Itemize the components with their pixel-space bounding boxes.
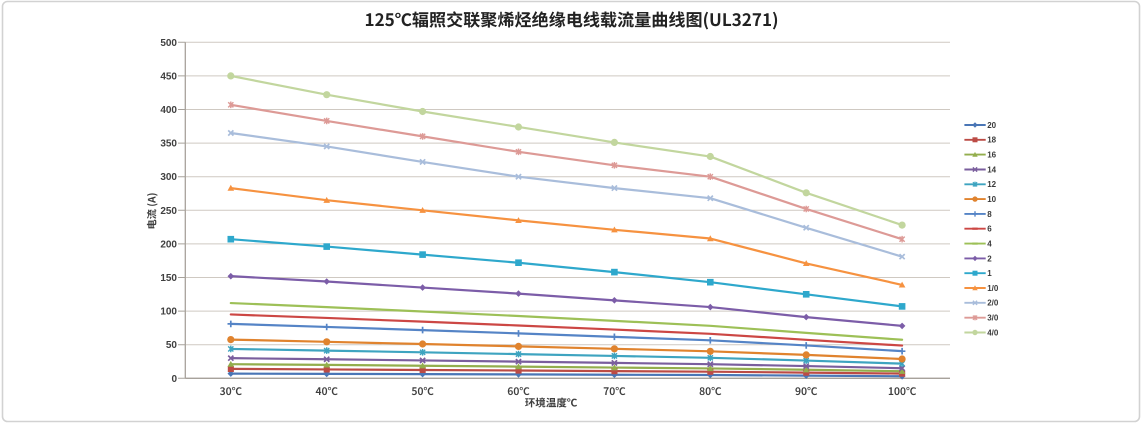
svg-text:4: 4 [987, 240, 992, 249]
svg-text:50: 50 [166, 340, 178, 351]
svg-text:250: 250 [160, 206, 177, 217]
svg-text:10: 10 [987, 195, 996, 204]
svg-text:100: 100 [160, 307, 177, 318]
svg-text:20: 20 [987, 121, 996, 130]
svg-text:8: 8 [987, 210, 992, 219]
svg-text:16: 16 [987, 151, 996, 160]
svg-text:350: 350 [160, 139, 177, 150]
svg-text:2: 2 [987, 254, 992, 263]
svg-text:4/0: 4/0 [987, 328, 999, 337]
svg-text:1/0: 1/0 [987, 284, 999, 293]
svg-text:400: 400 [160, 105, 177, 116]
svg-text:2/0: 2/0 [987, 299, 999, 308]
svg-text:14: 14 [987, 165, 996, 174]
svg-text:450: 450 [160, 71, 177, 82]
svg-text:500: 500 [160, 38, 177, 49]
svg-text:1: 1 [987, 269, 992, 278]
svg-text:150: 150 [160, 273, 177, 284]
svg-text:18: 18 [987, 136, 996, 145]
svg-text:3/0: 3/0 [987, 314, 999, 323]
svg-text:200: 200 [160, 239, 177, 250]
svg-text:300: 300 [160, 172, 177, 183]
svg-text:12: 12 [987, 180, 996, 189]
svg-text:0: 0 [171, 374, 177, 385]
svg-text:6: 6 [987, 225, 992, 234]
